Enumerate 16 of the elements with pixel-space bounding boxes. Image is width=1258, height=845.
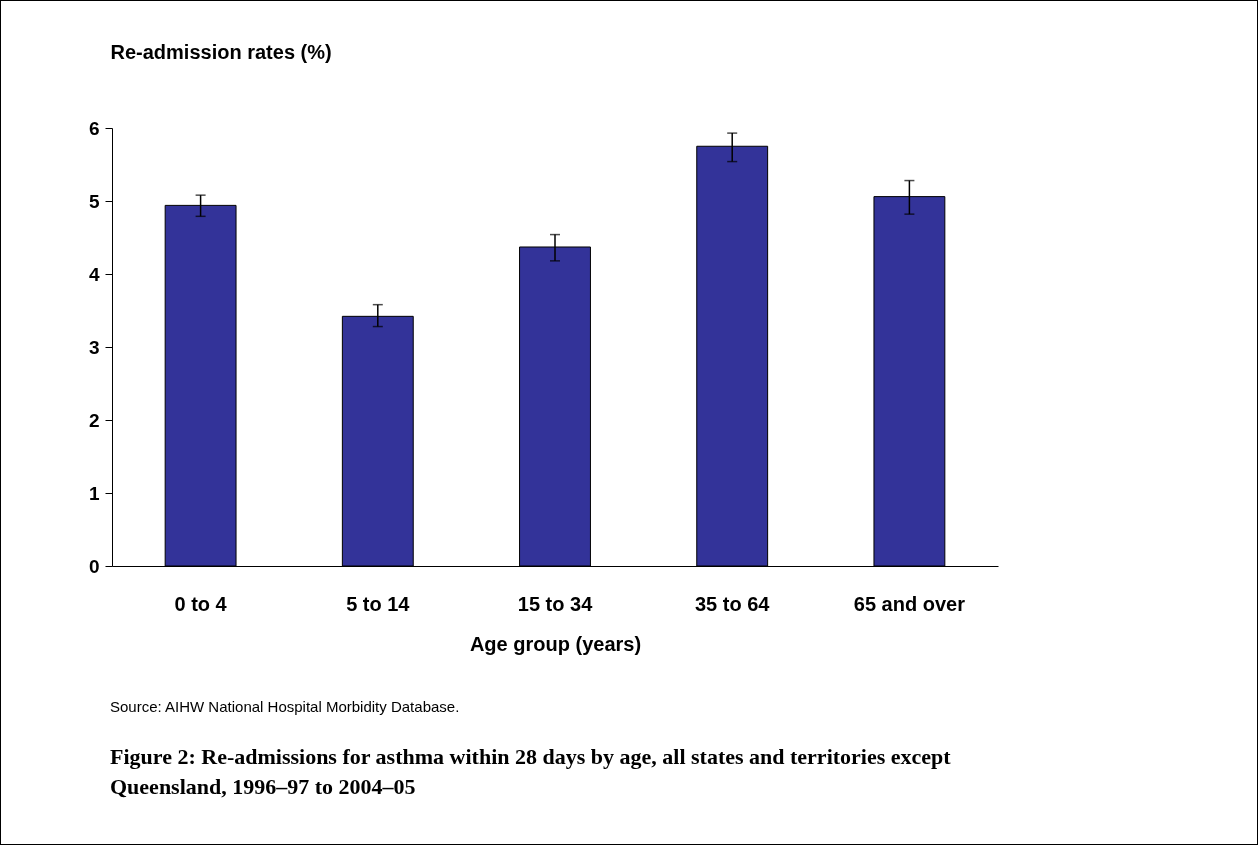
- x-tick-label: 65 and over: [853, 592, 966, 615]
- y-tick-label: 6: [88, 117, 100, 139]
- y-tick-label: 3: [88, 336, 100, 358]
- y-tick-label: 0: [88, 555, 100, 577]
- y-axis-title: Re-admission rates (%): [110, 40, 332, 63]
- y-tick-label: 4: [88, 263, 100, 285]
- x-tick-label: 15 to 34: [517, 592, 594, 615]
- text: Figure 2: Re-admissions for asthma within 28 days by age, all states and territories except Queensland, 1996–97 to 2004–05: [110, 743, 952, 801]
- x-tick-label: 0 to 4: [174, 592, 228, 615]
- x-axis-title: Age group (years): [469, 632, 642, 655]
- y-tick-label: 1: [88, 482, 100, 504]
- x-tick-label: 5 to 14: [346, 592, 411, 615]
- x-tick-label: 35 to 64: [694, 592, 771, 615]
- y-tick-label: 2: [88, 409, 100, 431]
- source-note: Source: AIHW National Hospital Morbidity Database.: [110, 698, 460, 715]
- y-tick-label: 5: [88, 190, 100, 212]
